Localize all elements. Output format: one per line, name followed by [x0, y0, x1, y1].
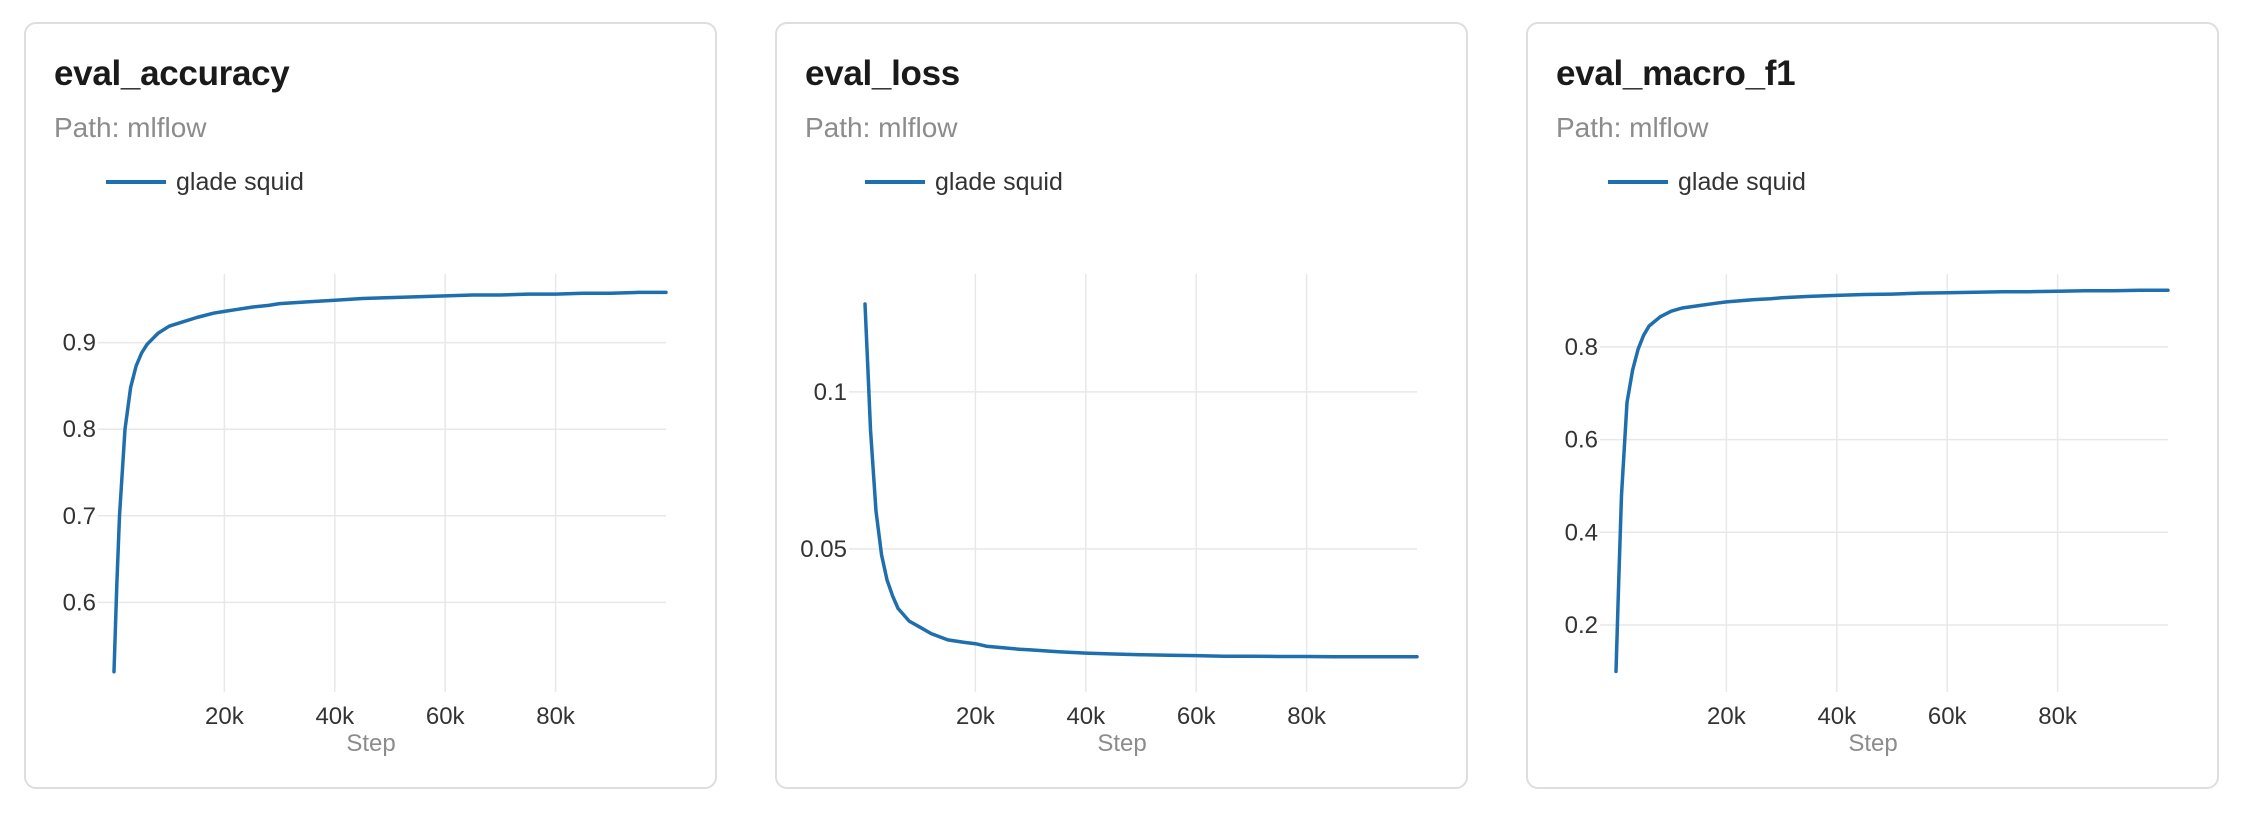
chart-subtitle: Path: mlflow — [54, 112, 207, 143]
x-tick-label: 80k — [2038, 703, 2078, 730]
x-tick-label: 80k — [1287, 703, 1327, 730]
x-tick-label: 20k — [205, 703, 245, 730]
x-tick-label: 60k — [426, 703, 466, 730]
x-tick-label: 20k — [1707, 703, 1747, 730]
y-tick-label: 0.8 — [63, 416, 96, 443]
chart-panel-eval-loss: eval_loss Path: mlflow 20k 40k 60k 80k 0.05 0… — [775, 22, 1468, 789]
y-tick-label: 0.9 — [63, 330, 96, 357]
legend-label: glade squid — [935, 168, 1063, 196]
chart-panel-eval-accuracy: eval_accuracy Path: mlflow 20k 40k 60k 80k 0… — [24, 22, 717, 789]
chart-plot: 20k 40k 60k 80k 0.05 0.1 Step glade squid — [800, 168, 1419, 757]
legend-label: glade squid — [1678, 168, 1806, 196]
x-tick-label: 60k — [1177, 703, 1217, 730]
y-tick-label: 0.2 — [1565, 612, 1598, 639]
legend-label: glade squid — [176, 168, 304, 196]
chart-title: eval_loss — [805, 54, 960, 93]
x-tick-label: 40k — [1817, 703, 1857, 730]
x-tick-label: 20k — [956, 703, 996, 730]
x-tick-label: 40k — [315, 703, 355, 730]
y-tick-label: 0.8 — [1565, 334, 1598, 361]
chart-title: eval_macro_f1 — [1556, 54, 1796, 93]
chart-title: eval_accuracy — [54, 54, 290, 93]
chart-plot: 20k 40k 60k 80k 0.2 0.4 0.6 0.8 Step glade squid — [1565, 168, 2170, 757]
x-tick-label: 60k — [1928, 703, 1968, 730]
y-tick-label: 0.6 — [63, 589, 96, 616]
y-tick-label: 0.05 — [800, 536, 847, 563]
chart-panel-eval-macro-f1: eval_macro_f1 Path: mlflow 20k 40k 60k 80k 0… — [1526, 22, 2219, 789]
x-tick-label: 40k — [1066, 703, 1106, 730]
y-tick-label: 0.7 — [63, 503, 96, 530]
chart-subtitle: Path: mlflow — [1556, 112, 1709, 143]
y-tick-label: 0.1 — [814, 379, 847, 406]
x-axis-title: Step — [346, 730, 395, 757]
chart-plot: 20k 40k 60k 80k 0.6 0.7 0.8 0.9 Step glade squid — [63, 168, 668, 757]
series-line — [863, 302, 1419, 659]
y-tick-label: 0.4 — [1565, 519, 1598, 546]
chart-subtitle: Path: mlflow — [805, 112, 958, 143]
series-line — [112, 290, 668, 674]
x-tick-label: 80k — [536, 703, 576, 730]
x-axis-title: Step — [1097, 730, 1146, 757]
series-line — [1614, 288, 2170, 674]
x-axis-title: Step — [1848, 730, 1897, 757]
y-tick-label: 0.6 — [1565, 427, 1598, 454]
